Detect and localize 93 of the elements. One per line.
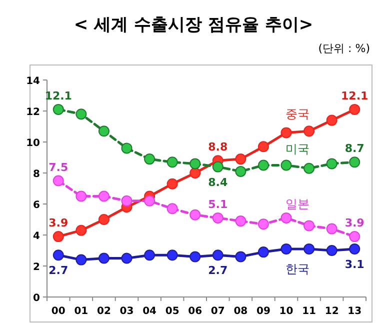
point [280,212,292,224]
point [349,156,360,168]
series-label: 한국 [286,262,310,276]
point [98,126,110,137]
point [235,251,246,262]
point [76,108,87,120]
point [190,209,201,220]
data-label: 8.7 [344,142,364,156]
point [326,245,338,256]
point [258,160,269,171]
point [121,142,132,154]
point [349,231,360,242]
point [304,243,315,254]
data-label: 3.9 [344,216,364,230]
point [98,252,110,264]
data-label: 3.9 [48,216,68,230]
point [280,127,292,138]
point [326,223,338,234]
point [258,218,269,230]
y-tick-label: 2 [33,262,40,273]
point [258,246,269,258]
x-tick-label: 06 [188,306,202,317]
point [326,158,338,170]
point [258,141,269,152]
series-label: 미국 [286,142,310,156]
chart-title: < 세계 수출시장 점유율 추이> [74,15,314,35]
point [349,243,360,254]
point [98,214,110,225]
point [144,250,156,261]
data-label: 3.1 [344,258,364,271]
point [121,195,132,206]
x-tick-label: 02 [97,306,111,317]
point [144,195,156,206]
point [212,250,224,261]
point [121,252,132,264]
x-tick-label: 00 [51,306,66,317]
point [235,154,246,165]
y-tick-label: 6 [33,200,40,211]
point [190,251,201,262]
y-tick-label: 8 [33,169,40,180]
data-label: 7.5 [48,160,68,174]
x-tick-label: 10 [279,306,294,317]
x-tick-label: 04 [142,306,157,317]
point [304,126,315,137]
x-tick-label: 01 [74,306,88,317]
point [52,104,64,115]
point [52,175,64,186]
point [280,243,292,254]
point [52,250,64,261]
data-label: 12.1 [44,89,72,102]
data-label: 2.7 [208,264,228,278]
point [190,158,201,170]
point [166,178,178,190]
y-tick-label: 14 [26,76,40,87]
point [304,162,315,174]
x-tick-label: 05 [165,306,180,317]
x-tick-label: 07 [210,306,225,317]
data-label: 2.7 [48,264,68,278]
x-tick-label: 03 [120,306,134,317]
point [235,216,246,227]
y-tick-label: 0 [33,293,40,304]
point [98,190,110,202]
point [326,114,338,126]
point [144,154,156,165]
point [166,250,178,261]
x-tick-label: 08 [234,306,248,317]
point [190,168,201,178]
point [280,160,292,171]
x-tick-label: 11 [302,306,316,317]
point [76,224,87,236]
series-label: 중국 [286,106,310,121]
point [166,156,178,168]
x-tick-label: 12 [324,306,339,317]
point [166,203,178,214]
point [52,231,64,242]
data-label: 8.8 [208,140,228,154]
y-tick-label: 12 [26,107,40,118]
data-label: 5.1 [208,198,228,211]
data-label: 12.1 [341,89,368,102]
y-tick-label: 4 [33,231,40,242]
series-label: 일본 [286,196,310,211]
point [212,161,224,172]
point [349,104,360,115]
x-tick-label: 13 [348,306,362,317]
point [304,220,315,232]
y-tick-label: 10 [26,138,40,149]
x-tick-label: 09 [256,306,270,317]
point [76,254,87,266]
text: (단위 : %) [318,42,370,55]
data-label: 8.4 [208,176,228,189]
point [235,166,246,177]
point [212,212,224,224]
point [76,190,87,202]
